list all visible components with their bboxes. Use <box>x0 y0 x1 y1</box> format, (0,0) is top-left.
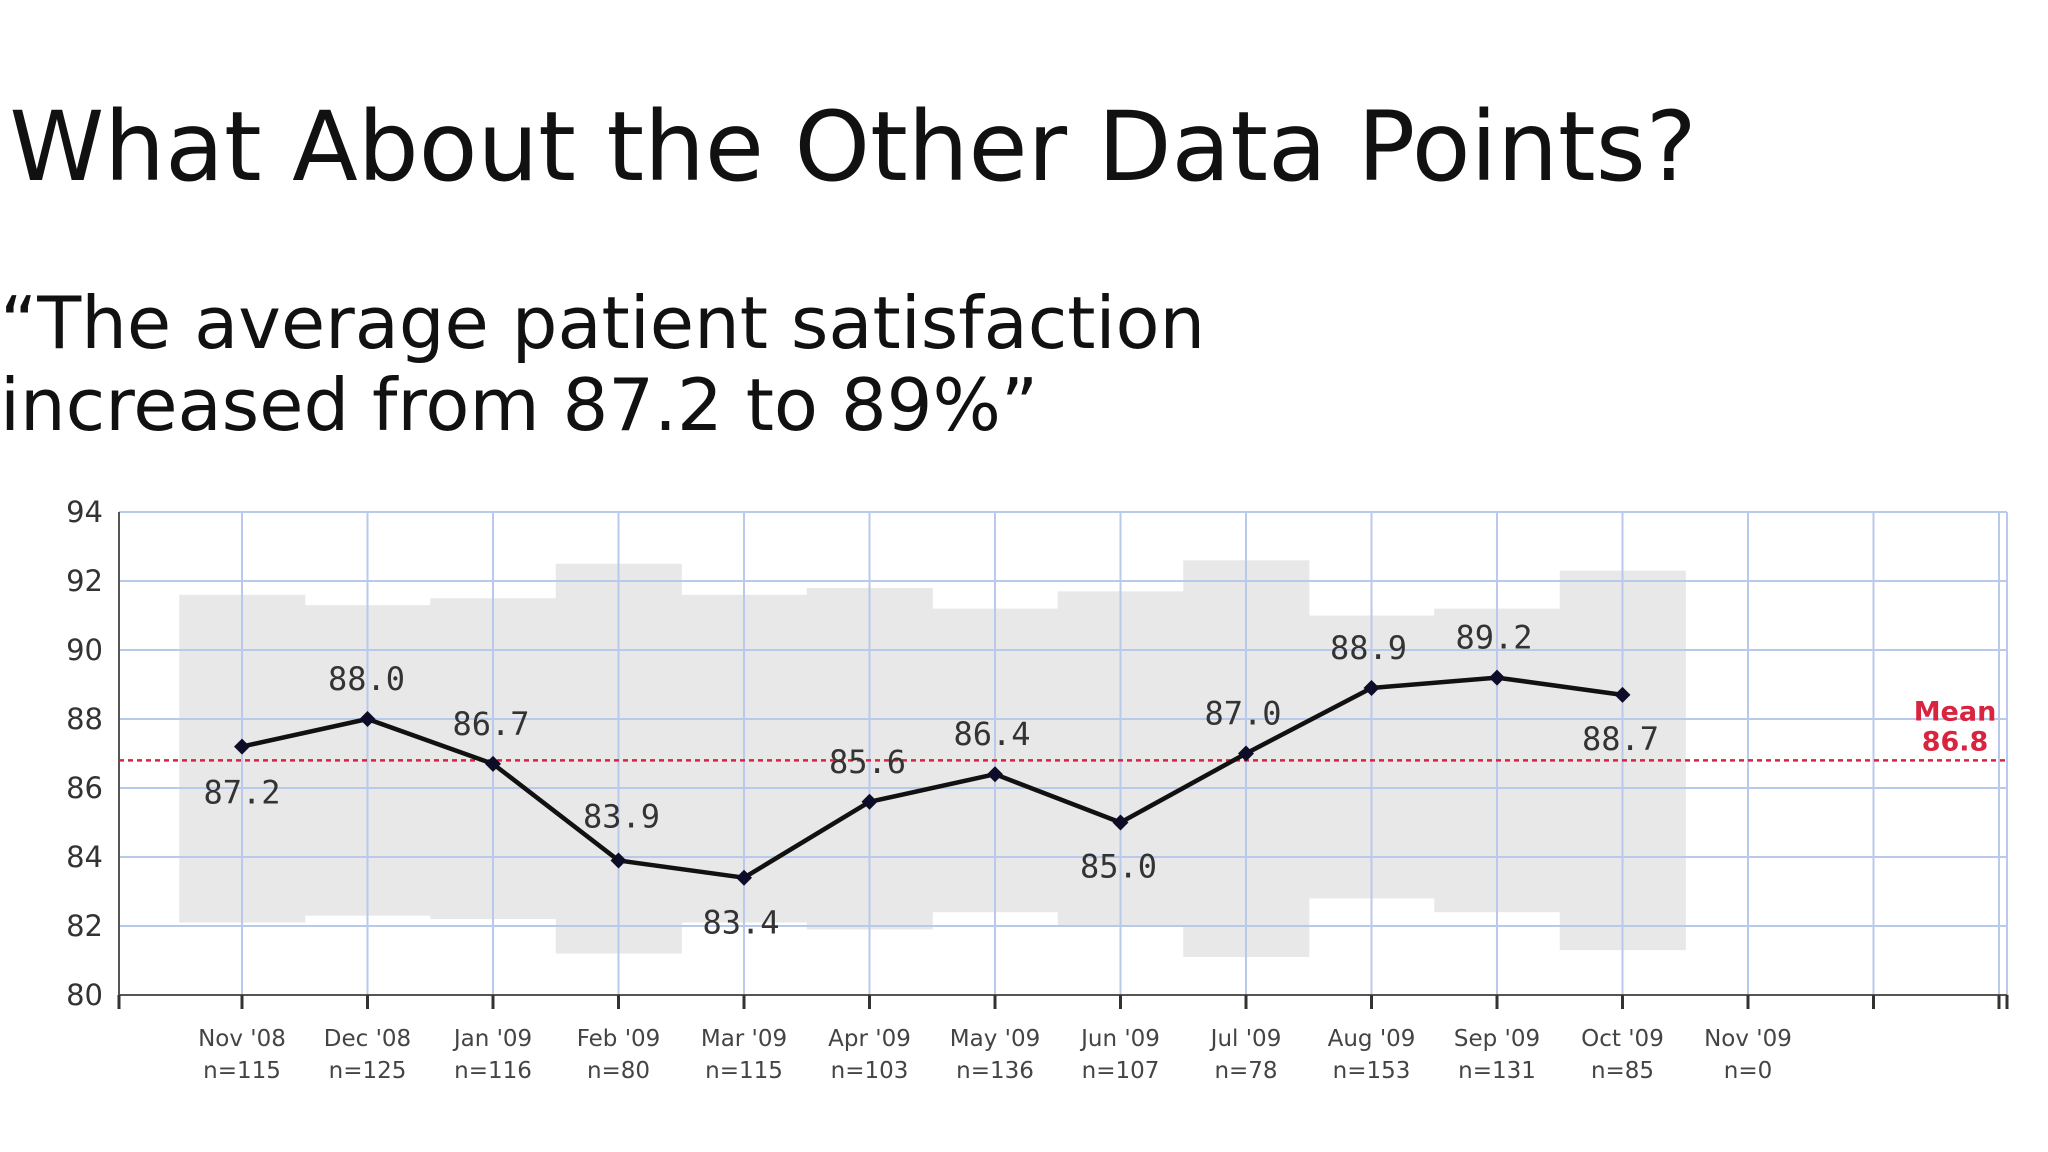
data-labels-group: 87.2 88.0 86.7 83.9 83.4 85.6 86.4 85.0 87.0 88.9… <box>203 619 1659 942</box>
y-tick-label-88: 88 <box>66 702 103 736</box>
data-point-10 <box>1489 669 1505 686</box>
tick-labels-group: 80 82 84 86 88 90 92 94 Nov '08 n=115 Dec '08 n=125… <box>66 495 1792 1084</box>
x-sample-size-label-3: n=80 <box>587 1058 650 1084</box>
x-tick-label-12: Nov '09 <box>1704 1026 1792 1052</box>
x-tick-label-4: Mar '09 <box>701 1026 787 1052</box>
data-label-7: 85.0 <box>1080 848 1157 886</box>
x-tick-label-2: Jan '09 <box>452 1026 532 1052</box>
x-sample-size-label-8: n=78 <box>1214 1058 1277 1084</box>
x-sample-size-label-6: n=136 <box>956 1058 1034 1084</box>
x-sample-size-label-1: n=125 <box>329 1058 407 1084</box>
x-tick-label-7: Jun '09 <box>1079 1026 1160 1052</box>
x-tick-label-9: Aug '09 <box>1328 1026 1416 1052</box>
data-point-6 <box>987 766 1003 783</box>
x-tick-label-1: Dec '08 <box>324 1026 411 1052</box>
data-point-9 <box>1363 679 1380 696</box>
data-point-11 <box>1614 686 1631 703</box>
data-point-0 <box>234 738 250 755</box>
x-sample-size-label-4: n=115 <box>705 1058 783 1084</box>
data-point-1 <box>359 711 376 727</box>
data-label-10: 89.2 <box>1455 619 1532 657</box>
mean-label: Mean <box>1914 696 1997 727</box>
series-line-group <box>234 669 1631 886</box>
data-label-3: 83.9 <box>583 797 660 835</box>
data-label-4: 83.4 <box>702 904 779 942</box>
data-label-0: 87.2 <box>203 774 280 812</box>
x-sample-size-label-11: n=85 <box>1591 1058 1654 1084</box>
data-label-8: 87.0 <box>1204 695 1281 733</box>
slide-title: What About the Other Data Points? <box>9 91 1697 203</box>
x-sample-size-label-10: n=131 <box>1458 1058 1536 1084</box>
data-point-8 <box>1238 745 1254 762</box>
data-label-6: 86.4 <box>953 715 1030 753</box>
data-point-2 <box>485 755 501 772</box>
x-sample-size-label-5: n=103 <box>831 1058 909 1084</box>
data-label-11: 88.7 <box>1582 720 1659 758</box>
data-point-3 <box>610 852 627 869</box>
quote-line-2: increased from 87.2 to 89%” <box>0 363 1039 447</box>
data-label-5: 85.6 <box>829 743 906 781</box>
y-tick-label-80: 80 <box>66 978 103 1012</box>
x-sample-size-label-7: n=107 <box>1082 1058 1160 1084</box>
data-label-2: 86.7 <box>452 705 529 743</box>
quote-text: “The average patient satisfaction increa… <box>0 281 1206 447</box>
y-tick-label-84: 84 <box>66 840 103 874</box>
data-point-5 <box>861 793 878 810</box>
data-point-7 <box>1112 814 1129 831</box>
x-sample-size-label-2: n=116 <box>454 1058 532 1084</box>
data-label-1: 88.0 <box>328 660 405 698</box>
y-tick-label-90: 90 <box>66 633 103 667</box>
x-tick-label-8: Jul '09 <box>1209 1026 1282 1052</box>
x-tick-label-0: Nov '08 <box>198 1026 286 1052</box>
x-tick-label-11: Oct '09 <box>1581 1026 1664 1052</box>
chart-axes <box>117 512 2009 1009</box>
x-tick-label-6: May '09 <box>950 1026 1040 1052</box>
x-sample-size-label-12: n=0 <box>1724 1058 1772 1084</box>
x-sample-size-label-9: n=153 <box>1333 1058 1411 1084</box>
series-line <box>241 675 1623 880</box>
x-tick-label-3: Feb '09 <box>577 1026 661 1052</box>
x-sample-size-label-0: n=115 <box>203 1058 281 1084</box>
x-tick-label-10: Sep '09 <box>1454 1026 1540 1052</box>
data-label-9: 88.9 <box>1330 629 1407 667</box>
y-tick-label-94: 94 <box>66 495 103 529</box>
data-point-4 <box>736 869 752 886</box>
y-tick-label-86: 86 <box>66 771 103 805</box>
y-tick-label-82: 82 <box>66 909 103 943</box>
quote-line-1: “The average patient satisfaction <box>0 281 1206 365</box>
x-tick-label-5: Apr '09 <box>828 1026 911 1052</box>
y-tick-label-92: 92 <box>66 564 103 598</box>
mean-value-label: 86.8 <box>1922 726 1989 757</box>
